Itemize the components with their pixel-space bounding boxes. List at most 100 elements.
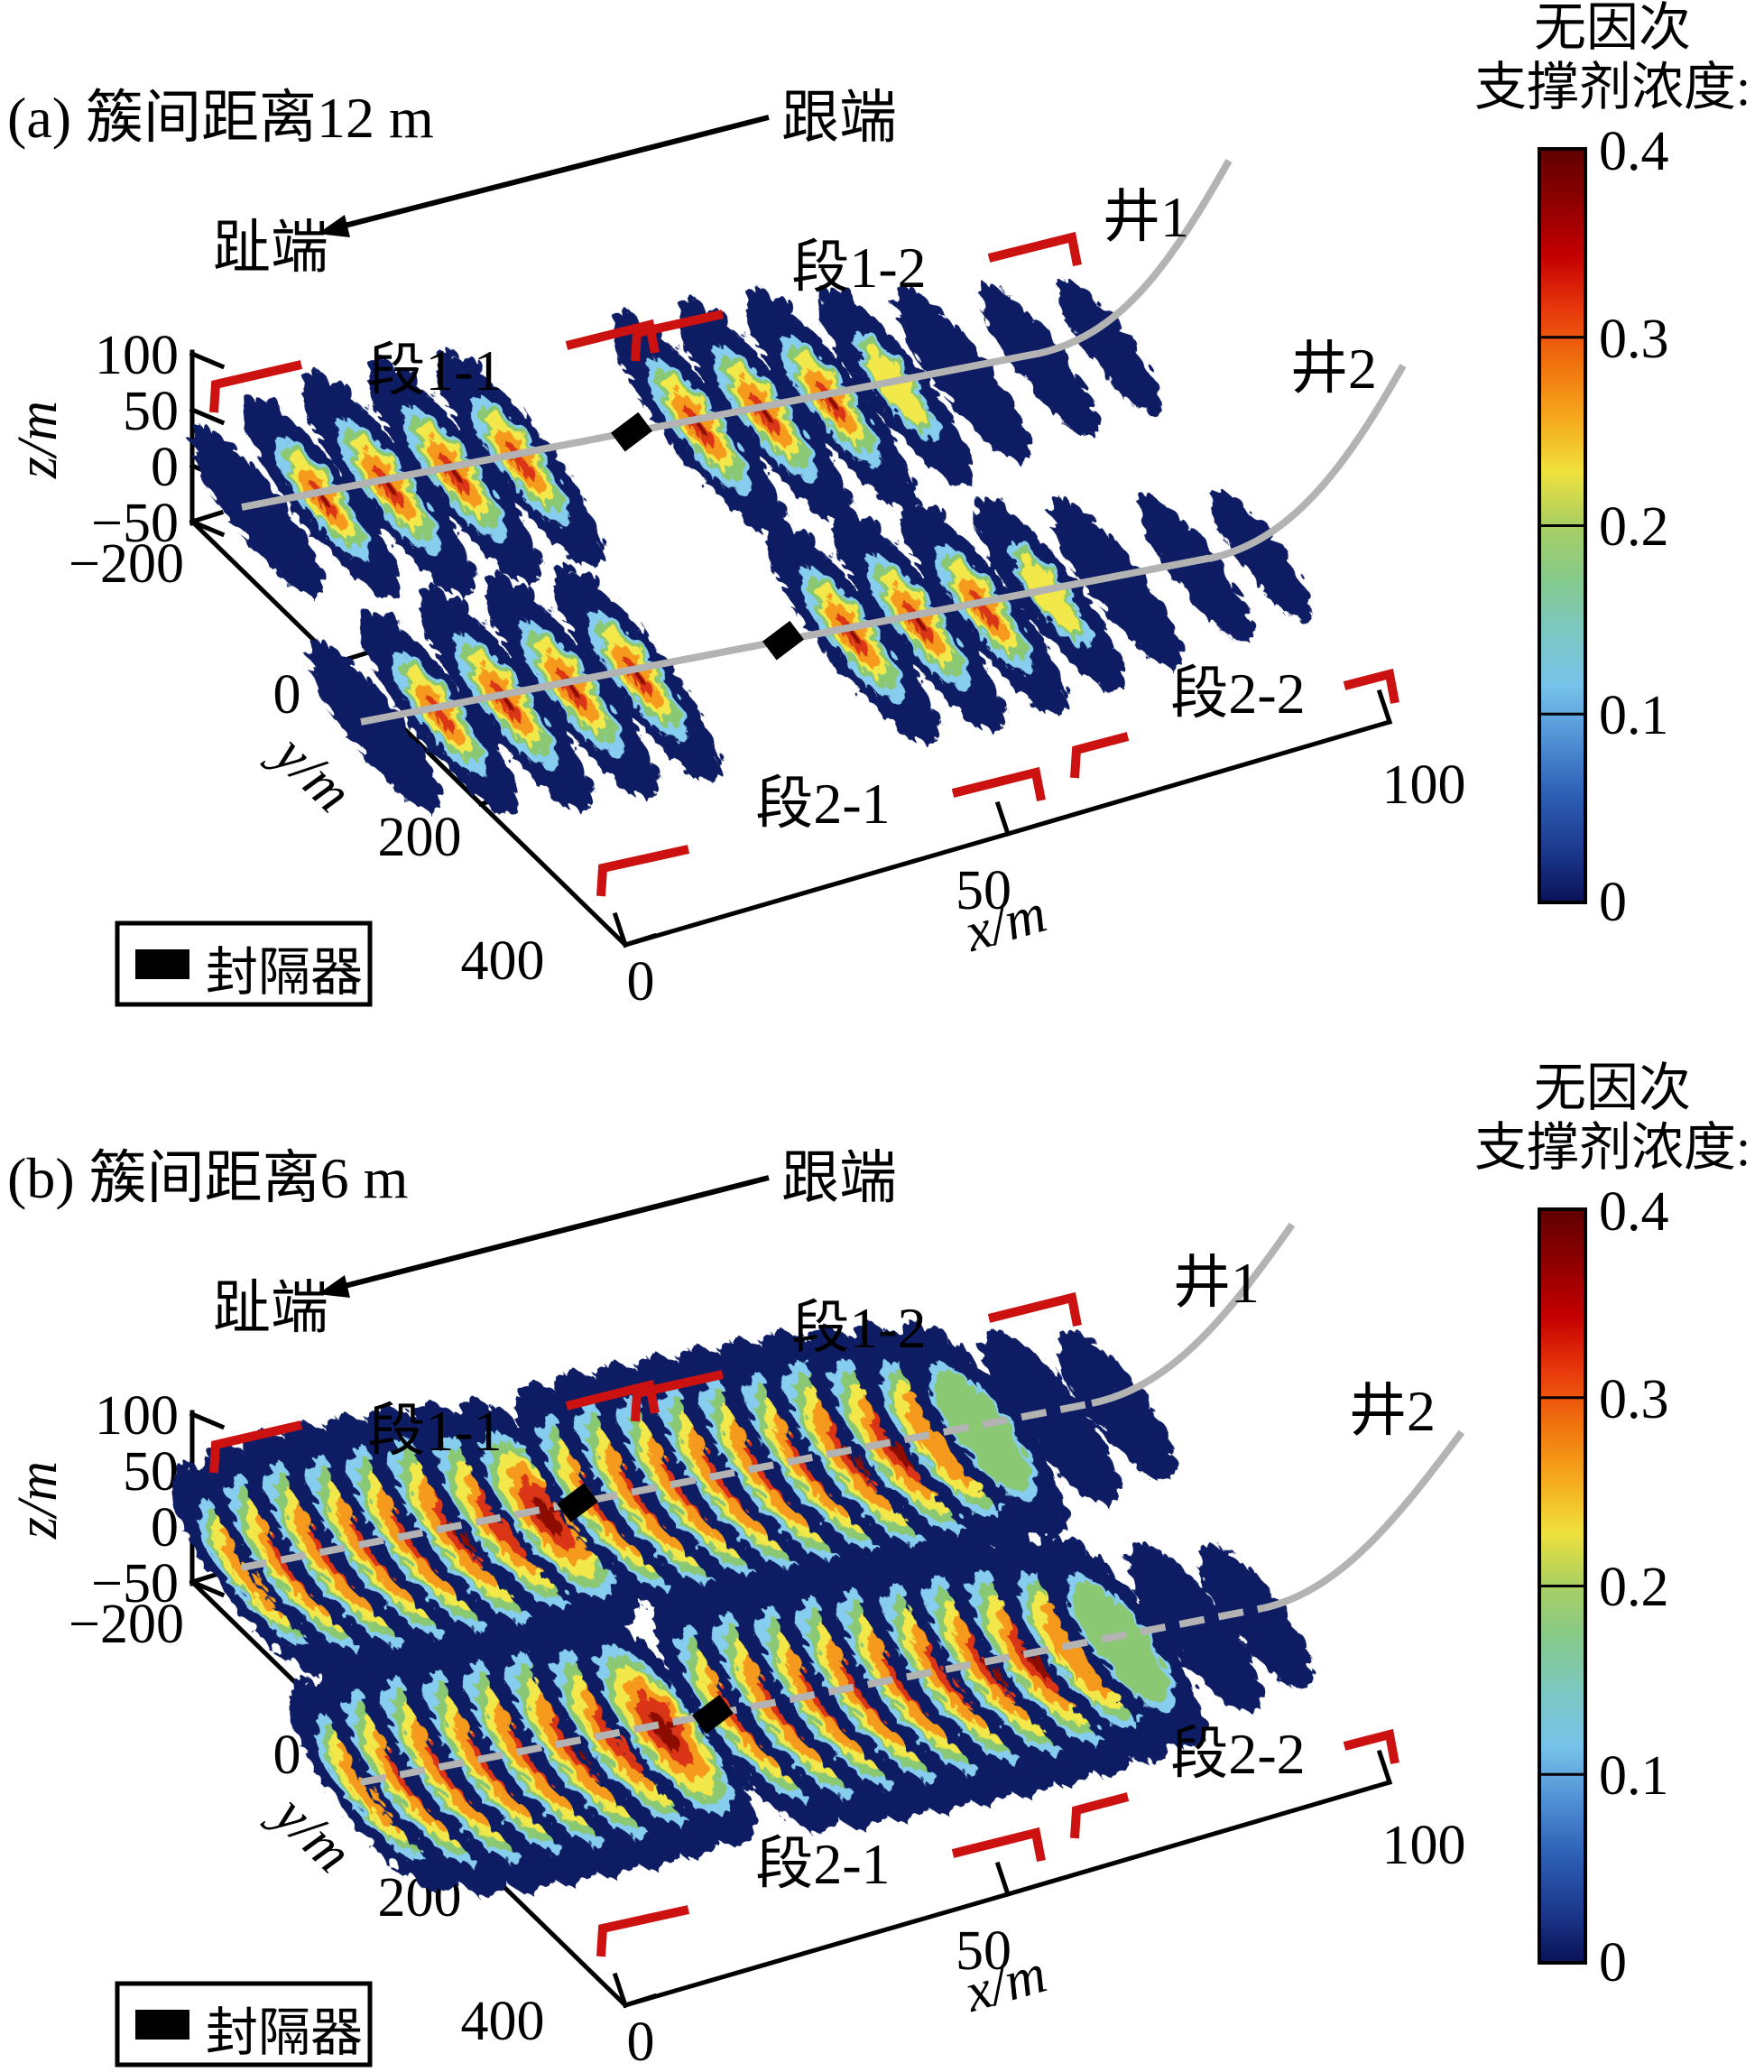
fracture-ring-darkred <box>532 1489 563 1528</box>
stage-bracket-left <box>209 1420 303 1474</box>
well-lateral-line <box>360 1605 1264 1786</box>
stage-label: 段2-2 <box>1170 1722 1305 1786</box>
z-tick-label: 50 <box>123 381 179 442</box>
stage-bracket-left <box>1070 732 1130 779</box>
colorbar-title-line: 支撑剂浓度: <box>1474 1118 1750 1177</box>
z-axis-tick <box>189 406 226 426</box>
colorbar-tick-label: 0 <box>1599 1932 1627 1993</box>
fracture-ring-navy <box>1210 482 1313 615</box>
well-trajectories: 井1 井2 <box>241 1222 1465 1786</box>
legend-packer-swatch <box>135 2010 189 2040</box>
x-tick-label: 50 <box>956 1920 1011 1982</box>
y-tick-label: 400 <box>461 1991 545 2052</box>
fracture-plane <box>1198 1537 1314 1682</box>
x-axis-tick <box>612 911 629 948</box>
stage-bracket-left <box>631 310 725 362</box>
colorbar-title-line: 无因次 <box>1534 0 1691 57</box>
z-tick-label: 0 <box>151 1497 179 1559</box>
packer-marker <box>557 1483 598 1523</box>
colorbar-tick-label: 0.4 <box>1599 1181 1669 1243</box>
well-trajectories: 井1 井2 <box>241 159 1407 726</box>
well-lateral-line <box>241 1400 1093 1571</box>
z-axis-label: z/m <box>7 401 69 479</box>
well-label: 井1 <box>1103 185 1189 249</box>
stage-bracket-right <box>565 319 660 354</box>
panel-title: (a) 簇间距离12 m <box>7 86 434 150</box>
z-tick-label: −50 <box>91 493 179 554</box>
z-tick-label: −50 <box>91 1553 179 1614</box>
x-axis-tick <box>612 1972 629 2009</box>
stage-label: 段1-1 <box>367 338 502 402</box>
packer-legend: 封隔器 <box>115 920 373 1007</box>
colorbar-tick-label: 0 <box>1599 872 1627 933</box>
toe-label: 趾端 <box>213 216 328 280</box>
well-build-curve <box>1208 364 1407 562</box>
colorbar-title-line: 无因次 <box>1534 1059 1691 1117</box>
y-axis-tick <box>189 509 225 525</box>
well-build-curve <box>1037 159 1233 357</box>
colorbar-tick-label: 0.1 <box>1599 685 1669 746</box>
fracture-ring-navy <box>1198 1537 1314 1682</box>
z-tick-label: 100 <box>95 325 179 386</box>
stage-bracket-left <box>596 845 690 897</box>
y-tick-label: 0 <box>273 1725 301 1786</box>
stage-annotations: 段1-1 段1-2 段2-1 段2-2 <box>209 231 1399 897</box>
x-tick-label: 0 <box>627 2012 655 2072</box>
stage-label: 段1-2 <box>791 1296 926 1360</box>
z-axis-label: z/m <box>7 1461 69 1540</box>
heel-toe-arrow-line <box>340 1175 770 1290</box>
y-tick-label: 400 <box>461 930 545 992</box>
well-label: 井1 <box>1173 1251 1260 1315</box>
stage-bracket-right <box>987 1291 1082 1327</box>
x-tick-label: 100 <box>1382 754 1466 816</box>
fracture-plane <box>458 1396 637 1621</box>
stage-bracket-left <box>1070 1792 1130 1839</box>
colorbar-tick-label: 0.1 <box>1599 1745 1669 1807</box>
stage-bracket-left <box>209 360 303 413</box>
z-tick-label: 50 <box>123 1441 179 1503</box>
fracture-plane <box>574 1609 756 1838</box>
fracture-ring-darkred <box>649 1704 681 1744</box>
y-tick-label: 0 <box>273 664 301 726</box>
well-label: 井2 <box>1290 337 1377 401</box>
stage-bracket-right <box>1343 1728 1399 1764</box>
well-build-curve <box>1262 1429 1465 1612</box>
heel-label: 跟端 <box>781 1146 897 1210</box>
fracture-plane <box>1057 271 1163 408</box>
heel-toe-arrow-head <box>318 1275 350 1298</box>
heel-toe-arrow-line <box>340 115 770 229</box>
stage-bracket-left <box>596 1905 690 1957</box>
stage-bracket-right <box>987 231 1082 266</box>
colorbar-title-line: 支撑剂浓度: <box>1474 58 1750 116</box>
legend-label: 封隔器 <box>206 2003 363 2062</box>
legend-label: 封隔器 <box>206 943 363 1002</box>
packer-legend: 封隔器 <box>115 1981 373 2067</box>
y-axis-label: y/m <box>259 720 364 824</box>
well-build-curve <box>1091 1222 1296 1407</box>
x-tick-label: 0 <box>627 951 655 1013</box>
fracture-ring-navy <box>982 1324 1121 1499</box>
panel-title: (b) 簇间距离6 m <box>7 1146 408 1210</box>
packer-marker <box>762 620 804 661</box>
x-axis-tick <box>994 800 1011 837</box>
fracture-field <box>189 271 1313 809</box>
stage-annotations: 段1-1 段1-2 段2-1 段2-2 <box>209 1291 1399 1957</box>
stage-label: 段2-2 <box>1170 661 1305 726</box>
colorbar-tick-label: 0.3 <box>1599 309 1669 370</box>
stage-bracket-left <box>631 1370 725 1422</box>
x-axis-tick <box>994 1861 1011 1898</box>
legend-packer-swatch <box>135 949 189 979</box>
x-axis-tick <box>1376 689 1393 726</box>
colorbar-tick-label: 0.2 <box>1599 1557 1669 1618</box>
fracture-plane <box>1210 482 1313 615</box>
z-axis-tick <box>189 1411 226 1430</box>
well-label: 井2 <box>1349 1379 1436 1443</box>
heel-label: 跟端 <box>781 86 897 150</box>
x-axis-tick <box>1376 1749 1393 1786</box>
